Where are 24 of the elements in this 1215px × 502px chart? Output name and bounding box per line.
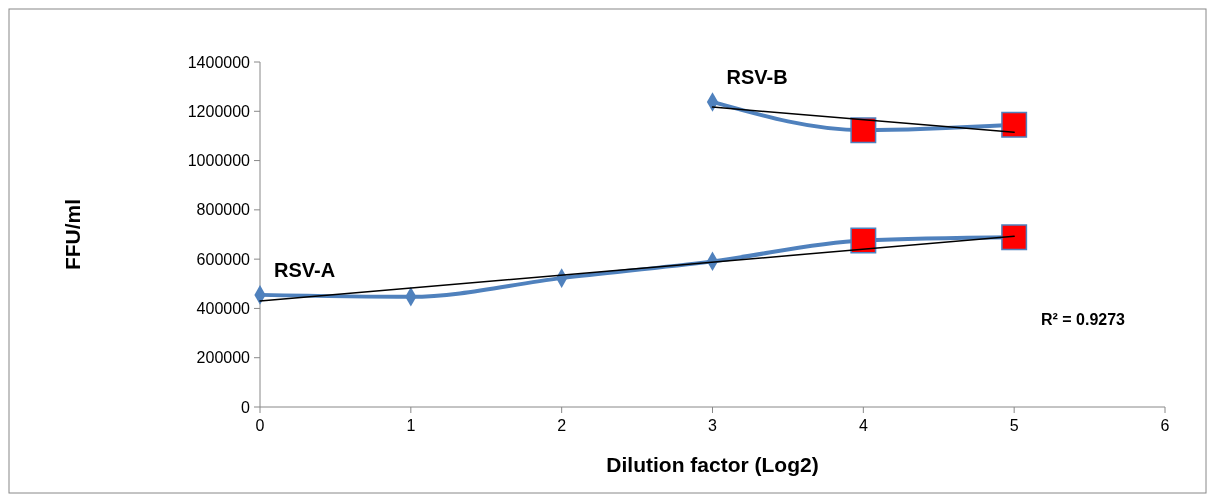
x-tick-label: 1 — [406, 417, 416, 434]
annotation: R² = 0.9273 — [1040, 311, 1126, 328]
series-label: RSV-A — [274, 258, 336, 281]
y-tick-label: 1000000 — [187, 152, 251, 170]
x-tick-label: 2 — [557, 417, 567, 434]
x-tick-label: 3 — [708, 417, 718, 434]
y-tick-label: 1200000 — [187, 102, 251, 120]
point — [1001, 111, 1028, 138]
x-tick-label: 4 — [858, 417, 868, 434]
y-tick-label: 800000 — [196, 201, 251, 219]
series-label: RSV-B — [726, 65, 788, 88]
point — [1001, 224, 1028, 251]
y-tick-label: 200000 — [196, 349, 251, 367]
y-tick-label: 400000 — [196, 300, 251, 318]
x-axis-title: Dilution factor (Log2) — [606, 453, 819, 476]
y-tick-label: 600000 — [196, 250, 251, 268]
y-tick-label: 0 — [241, 398, 251, 416]
point — [850, 227, 877, 254]
point — [850, 117, 877, 144]
x-tick-label: 5 — [1009, 417, 1019, 434]
x-tick-label: 6 — [1160, 417, 1170, 434]
y-tick-label: 1400000 — [187, 53, 251, 71]
y-axis-title: FFU/ml — [61, 198, 84, 271]
x-tick-label: 0 — [255, 417, 265, 434]
